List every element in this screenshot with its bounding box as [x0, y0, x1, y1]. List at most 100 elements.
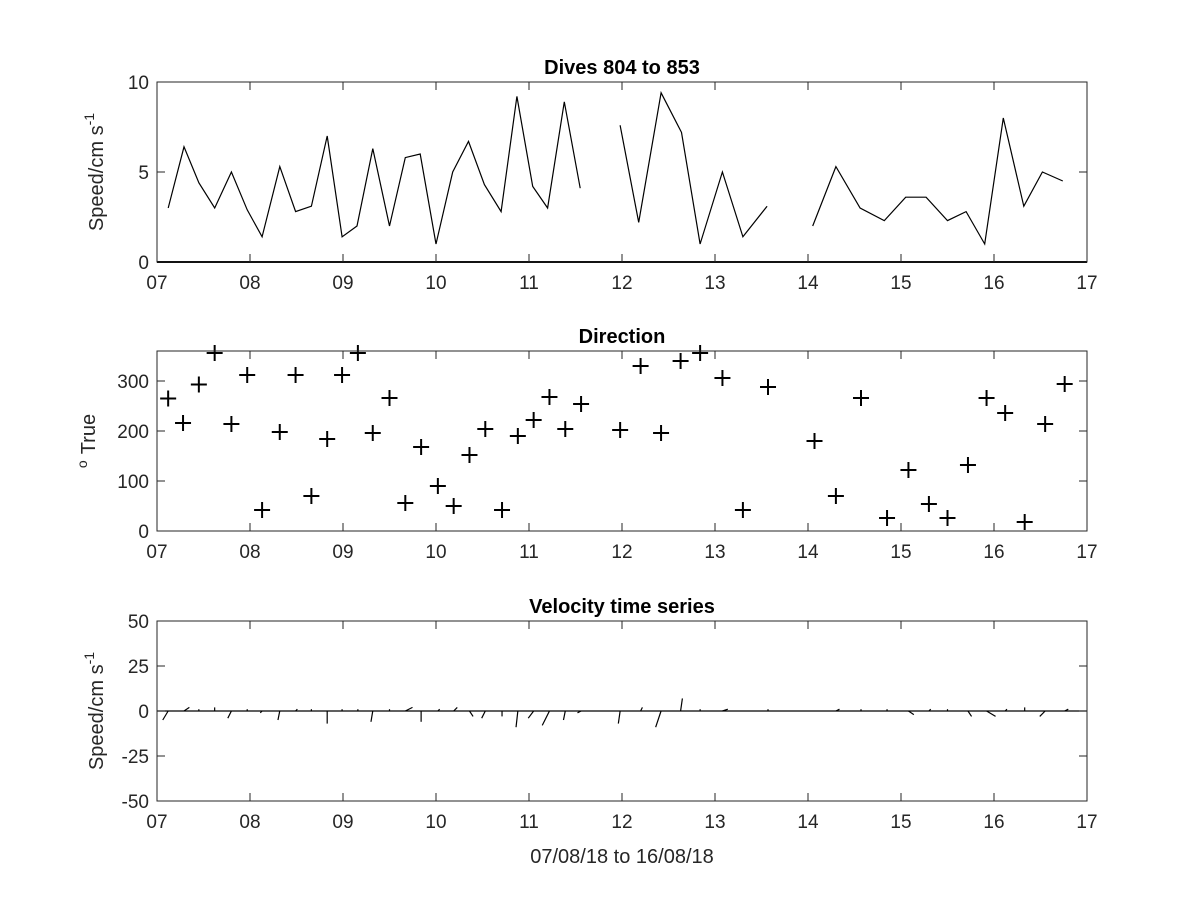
- direction-point-36: [827, 488, 844, 504]
- velocity-stick-6: [259, 710, 263, 714]
- direction-point-22: [509, 428, 526, 444]
- direction-point-26: [573, 396, 590, 412]
- y-tick-label: 100: [117, 472, 149, 493]
- x-tick-label: 14: [797, 273, 819, 294]
- velocity-stick-0: [162, 710, 169, 721]
- y-tick-label: -50: [122, 792, 149, 813]
- direction-point-18: [445, 498, 462, 514]
- direction-point-21: [494, 502, 511, 518]
- speed-series-segment-1: [619, 90, 768, 245]
- y-axis-label-degree: o: [74, 460, 90, 468]
- velocity-stick-20: [481, 710, 486, 719]
- direction-point-32: [714, 370, 731, 386]
- x-tick-label: 13: [704, 812, 725, 833]
- x-tick-label: 07: [146, 812, 167, 833]
- direction-point-0: [160, 390, 177, 407]
- direction-point-13: [364, 425, 381, 441]
- y-tick-label: 0: [138, 702, 149, 723]
- x-tick-label: 08: [239, 812, 260, 833]
- direction-point-39: [900, 462, 917, 478]
- velocity-stick-28: [640, 707, 643, 712]
- direction-point-44: [997, 405, 1014, 421]
- velocity-stick-15: [405, 706, 413, 712]
- velocity-stick-18: [453, 706, 458, 712]
- direction-point-23: [525, 412, 542, 428]
- direction-point-15: [397, 495, 414, 511]
- direction-point-5: [239, 367, 256, 383]
- x-tick-label: 10: [425, 812, 446, 833]
- x-tick-label: 08: [239, 273, 260, 294]
- y-tick-label: 300: [117, 372, 149, 393]
- y-tick-label: 0: [138, 522, 149, 543]
- direction-point-20: [477, 421, 494, 437]
- direction-point-37: [853, 390, 870, 406]
- direction-point-43: [978, 390, 995, 406]
- direction-point-46: [1037, 416, 1054, 432]
- y-tick-label: -25: [122, 747, 149, 768]
- direction-point-2: [190, 376, 207, 393]
- x-tick-label: 11: [519, 542, 539, 563]
- velocity-stick-13: [370, 710, 374, 722]
- direction-point-27: [612, 422, 629, 438]
- x-tick-label: 09: [332, 542, 353, 563]
- direction-point-6: [254, 502, 271, 518]
- x-tick-label: 07: [146, 542, 167, 563]
- y-axis-label-exponent: -1: [81, 113, 97, 126]
- direction-point-16: [413, 439, 430, 455]
- y-axis-label-main: Speed/cm s: [86, 125, 108, 231]
- direction-point-17: [429, 478, 446, 494]
- x-tick-label: 17: [1076, 812, 1097, 833]
- velocity-stick-42: [967, 710, 973, 717]
- axes-frame: [156, 81, 1088, 263]
- speed-series-segment-0: [167, 96, 581, 245]
- direction-point-33: [734, 502, 751, 518]
- y-axis-label: o True: [74, 414, 100, 468]
- x-tick-label: 14: [797, 542, 819, 563]
- velocity-stick-29: [655, 710, 662, 728]
- velocity-stick-27: [617, 710, 621, 724]
- direction-point-3: [206, 345, 223, 361]
- y-tick-label: 10: [128, 73, 149, 94]
- velocity-stick-22: [515, 710, 519, 728]
- direction-point-14: [381, 390, 398, 406]
- direction-point-9: [303, 488, 320, 504]
- direction-point-7: [271, 424, 288, 440]
- direction-point-19: [461, 447, 478, 463]
- y-axis-label-exponent: -1: [81, 652, 97, 665]
- direction-point-41: [939, 510, 956, 526]
- direction-point-30: [672, 353, 689, 369]
- x-tick-label: 10: [425, 273, 446, 294]
- speed-series-segment-2: [812, 117, 1064, 246]
- direction-panel: 07 08 09 10 11 12 13 14 15 16 17 0 100 200 300 Directio…: [74, 326, 1098, 563]
- velocity-stick-7: [277, 710, 281, 721]
- direction-point-4: [223, 416, 240, 432]
- y-axis-label-main: True: [78, 414, 100, 454]
- x-tick-label: 16: [983, 542, 1004, 563]
- direction-point-8: [287, 367, 304, 383]
- x-tick-label: 12: [611, 273, 632, 294]
- velocity-stick-25: [562, 710, 566, 721]
- y-tick-label: 5: [138, 163, 149, 184]
- velocity-panel: 07 08 09 10 11 12 13 14 15 16 17 -50 -25 0 25 50 Velocit…: [81, 596, 1098, 868]
- x-tick-label: 16: [983, 273, 1004, 294]
- direction-point-1: [175, 415, 192, 431]
- speed-panel: 07 08 09 10 11 12 13 14 15 16 17 0 5 10 Dives 804 to 8…: [81, 57, 1098, 294]
- velocity-stick-47: [1064, 708, 1069, 712]
- direction-point-38: [879, 510, 896, 526]
- direction-point-35: [806, 433, 823, 449]
- direction-point-42: [959, 457, 976, 473]
- direction-point-11: [334, 367, 351, 383]
- x-tick-label: 15: [890, 542, 911, 563]
- x-tick-label: 11: [519, 273, 539, 294]
- x-tick-label: 10: [425, 542, 446, 563]
- velocity-stick-8: [295, 708, 298, 712]
- velocity-stick-43: [986, 710, 996, 717]
- velocity-stick-19: [468, 710, 474, 717]
- y-tick-label: 200: [117, 422, 149, 443]
- direction-point-24: [541, 389, 558, 405]
- x-tick-label: 09: [332, 273, 353, 294]
- chart-title: Velocity time series: [529, 596, 715, 618]
- velocity-stick-24: [541, 710, 550, 726]
- velocity-stick-36: [835, 708, 840, 712]
